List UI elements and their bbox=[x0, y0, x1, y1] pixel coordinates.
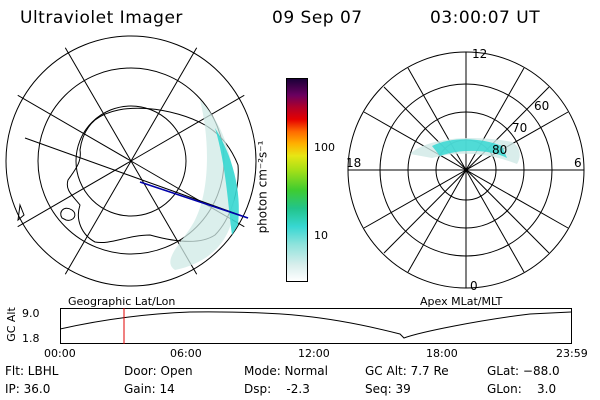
mlat-label-70: 70 bbox=[512, 121, 527, 135]
mlt-label-12: 12 bbox=[472, 47, 487, 61]
meridian-lines bbox=[0, 30, 262, 292]
altitude-timeline bbox=[60, 308, 572, 344]
time-tick-0600: 06:00 bbox=[170, 347, 202, 360]
date-label: 09 Sep 07 bbox=[272, 8, 363, 28]
door-value: Door: Open bbox=[124, 364, 193, 378]
colorbar-tick-10: 10 bbox=[314, 229, 328, 242]
aurora-oval-magnetic bbox=[432, 139, 507, 158]
geographic-map bbox=[0, 30, 262, 292]
filter-value: Flt: LBHL bbox=[5, 364, 59, 378]
time-tick-0000: 00:00 bbox=[44, 347, 76, 360]
apex-caption: Apex MLat/MLT bbox=[420, 295, 503, 308]
seq-value: Seq: 39 bbox=[365, 382, 411, 396]
gain-value: Gain: 14 bbox=[124, 382, 175, 396]
mlt-spokes bbox=[348, 52, 584, 288]
instrument-title: Ultraviolet Imager bbox=[20, 8, 183, 28]
gc-alt-axis-label: GC Alt bbox=[4, 307, 18, 342]
time-label: 03:00:07 UT bbox=[430, 8, 541, 28]
mlt-label-18: 18 bbox=[346, 156, 361, 170]
mlt-label-0: 0 bbox=[470, 279, 478, 293]
mode-value: Mode: Normal bbox=[244, 364, 328, 378]
time-tick-1800: 18:00 bbox=[426, 347, 458, 360]
altitude-curve bbox=[60, 311, 572, 339]
glat-value: GLat: −88.0 bbox=[487, 364, 560, 378]
gc-alt-tick-bottom: 1.8 bbox=[22, 332, 40, 345]
terminator-line-a bbox=[24, 137, 249, 219]
timeline-frame bbox=[60, 308, 572, 344]
mlat-label-60: 60 bbox=[534, 99, 549, 113]
dsp-value: Dsp: -2.3 bbox=[244, 382, 310, 396]
colorbar-tick-100: 100 bbox=[314, 141, 335, 154]
colorbar-unit-label: photon cm⁻²s⁻¹ bbox=[255, 140, 270, 234]
gc-alt-tick-top: 9.0 bbox=[22, 307, 40, 320]
colorbar bbox=[286, 78, 308, 282]
sun-direction-line bbox=[139, 181, 249, 219]
geographic-caption: Geographic Lat/Lon bbox=[68, 295, 176, 308]
glon-value: GLon: 3.0 bbox=[487, 382, 557, 396]
ip-value: IP: 36.0 bbox=[5, 382, 51, 396]
aurora-oval bbox=[215, 128, 239, 235]
gc-alt-value: GC Alt: 7.7 Re bbox=[365, 364, 449, 378]
apex-mlat-mlt-plot: 12 0 18 6 60 70 80 bbox=[346, 47, 585, 293]
time-tick-1200: 12:00 bbox=[298, 347, 330, 360]
aurora-haze bbox=[170, 100, 235, 270]
time-tick-2359: 23:59 bbox=[556, 347, 588, 360]
mlt-label-6: 6 bbox=[574, 156, 582, 170]
south-america-tip bbox=[17, 203, 76, 222]
lat-circle-inner bbox=[75, 105, 187, 217]
mlat-label-80: 80 bbox=[492, 143, 507, 157]
lat-circle-outer bbox=[5, 35, 257, 287]
